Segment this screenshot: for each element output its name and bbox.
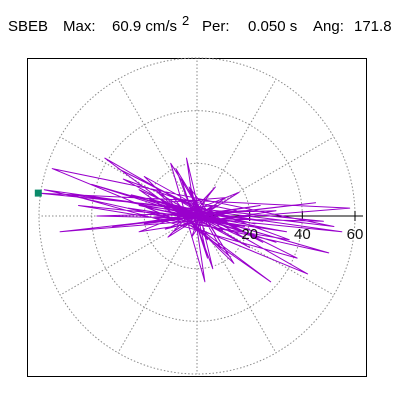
max-unit-exponent: 2	[182, 13, 190, 28]
grid-spoke-240	[117, 215, 198, 354]
period-label: Per:	[202, 18, 230, 35]
radial-tick-label-40: 40	[294, 226, 311, 243]
max-value: 60.9 cm/s	[112, 18, 178, 35]
grid-spoke-300	[196, 215, 277, 354]
radial-tick-label-60: 60	[347, 226, 364, 243]
motion-trace-line	[37, 157, 351, 283]
max-label: Max:	[63, 18, 96, 35]
station-code: SBEB	[8, 18, 49, 35]
motion-trace	[37, 157, 351, 283]
chart-header: SBEB Max: 60.9 cm/s 2 Per: 0.050 s Ang: …	[8, 8, 398, 38]
period-value: 0.050 s	[248, 18, 298, 35]
radial-tick-labels: 20 40 60	[241, 226, 363, 243]
angle-value: 171.8	[354, 18, 392, 35]
radial-tick-label-20: 20	[241, 226, 258, 243]
angle-label: Ang:	[313, 18, 344, 35]
peak-marker	[34, 189, 42, 197]
